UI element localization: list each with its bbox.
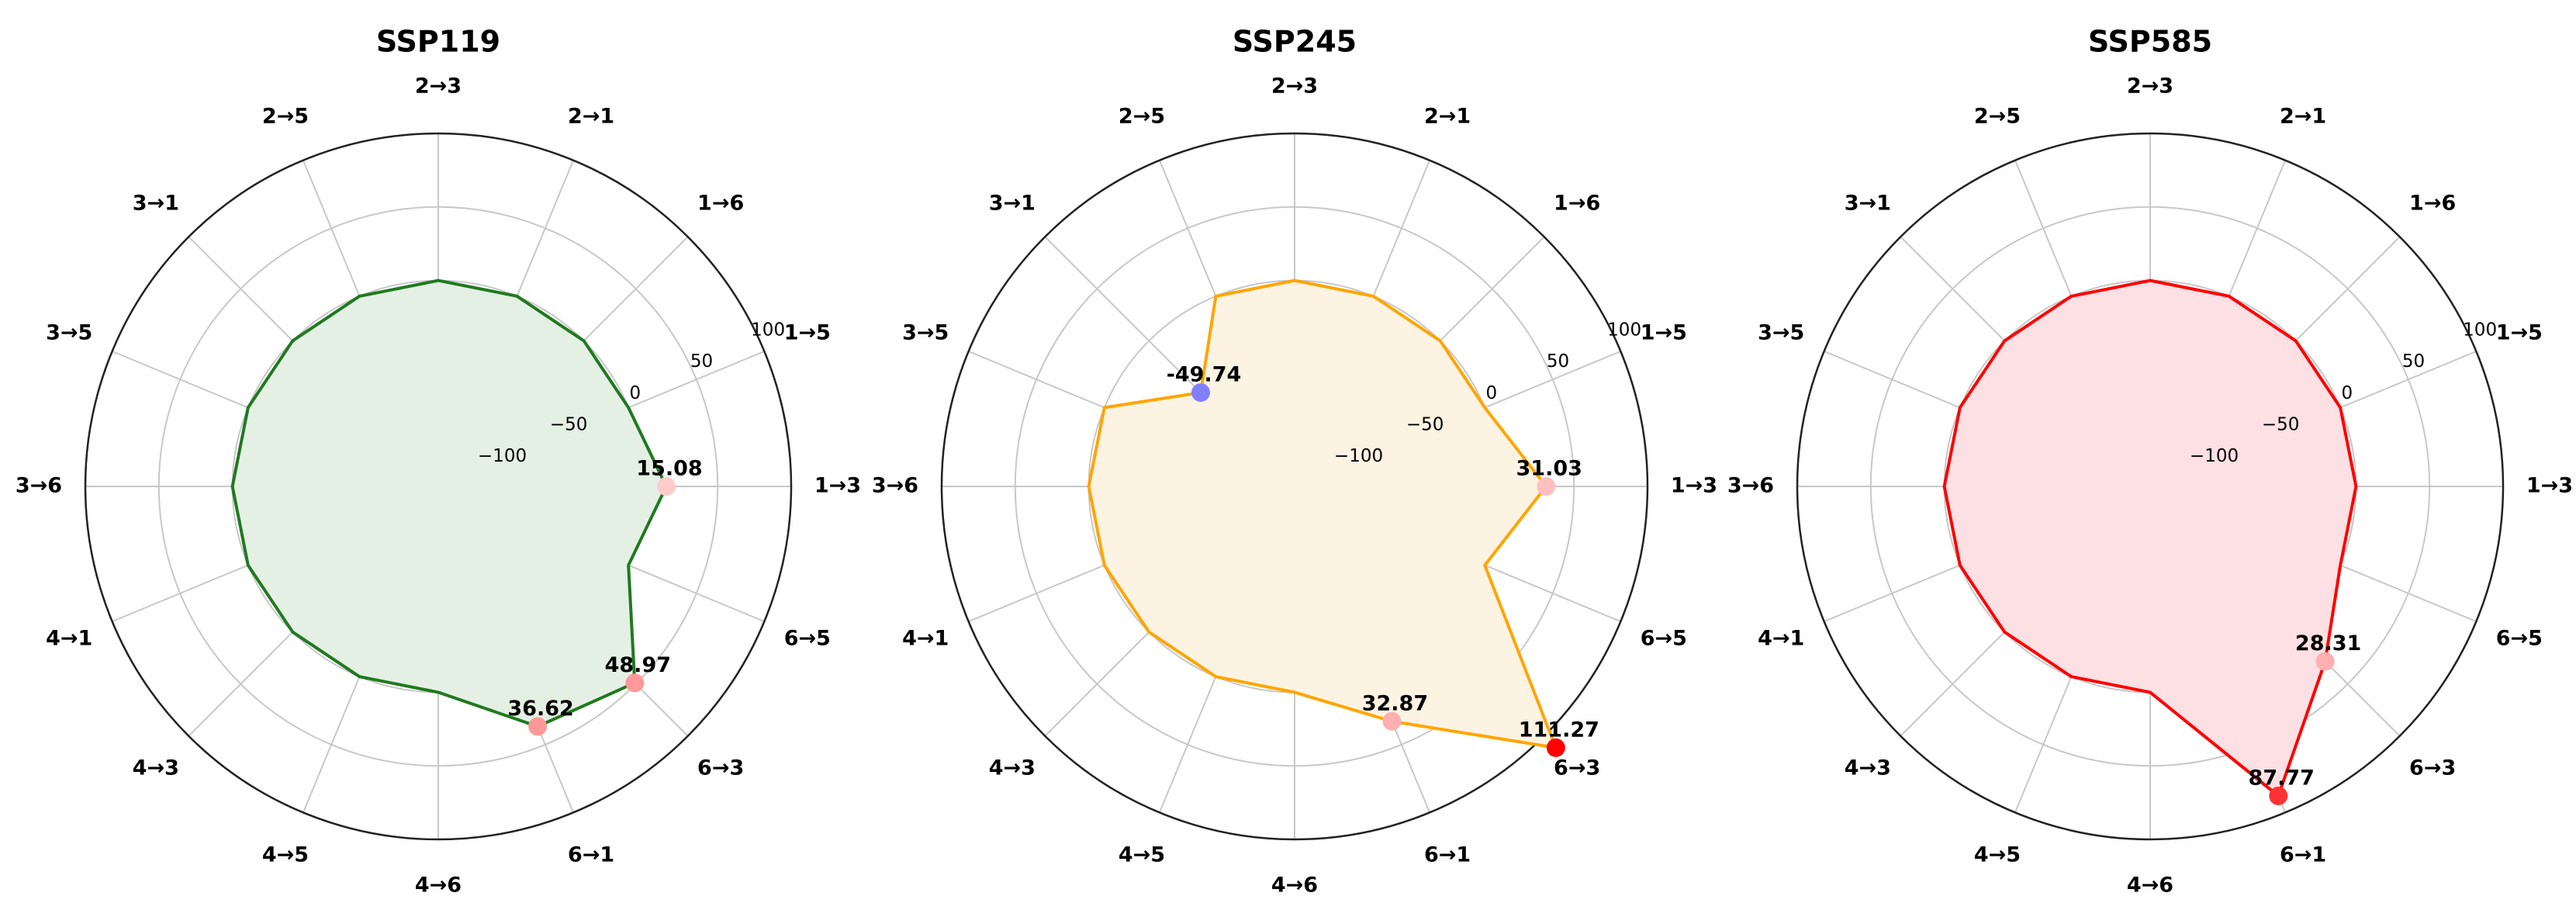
highlight-marker bbox=[528, 717, 548, 736]
series-line bbox=[1942, 279, 2358, 798]
category-label: 1→5 bbox=[1641, 320, 1687, 344]
data-label: 32.87 bbox=[1362, 691, 1428, 715]
radial-tick-label: −100 bbox=[2190, 446, 2239, 466]
category-label: 4→6 bbox=[415, 874, 462, 898]
category-label: 3→6 bbox=[1727, 474, 1774, 498]
polar-frame bbox=[940, 132, 1649, 841]
category-label: 3→5 bbox=[902, 320, 949, 344]
radial-tick-label: −100 bbox=[478, 446, 527, 466]
radial-tick-label: −50 bbox=[2262, 414, 2300, 434]
category-label: 4→3 bbox=[989, 756, 1036, 780]
category-label: 4→1 bbox=[902, 627, 949, 651]
radar-panel-1: SSP245 −100 −50 0 50 100 1→3 1→5 1→6 2→1 2→3 2→5 3→1… bbox=[872, 25, 1717, 898]
chart-title: SSP119 bbox=[376, 25, 500, 59]
series-line bbox=[230, 279, 668, 728]
highlight-marker bbox=[1546, 738, 1565, 757]
category-label: 1→3 bbox=[1671, 474, 1717, 498]
category-label: 1→5 bbox=[784, 320, 831, 344]
category-label: 4→6 bbox=[2127, 874, 2173, 898]
highlight-marker bbox=[2269, 786, 2288, 805]
data-label: 36.62 bbox=[507, 697, 573, 721]
category-label: 4→5 bbox=[1119, 843, 1165, 867]
radial-tick-label: 50 bbox=[1547, 351, 1569, 372]
category-label: 2→1 bbox=[1424, 105, 1471, 129]
radial-tick-label: 100 bbox=[1607, 320, 1641, 341]
polar-frame bbox=[84, 132, 793, 841]
category-label: 6→1 bbox=[1424, 843, 1471, 867]
data-label: 31.03 bbox=[1516, 457, 1582, 481]
category-label: 1→3 bbox=[2526, 474, 2573, 498]
category-label: 3→1 bbox=[1845, 191, 1891, 215]
radar-panel-0: SSP119 −100 −50 0 50 100 1→3 1→5 1→6 2→1 2→3 2→5 3→1… bbox=[16, 25, 861, 898]
category-label: 4→3 bbox=[1845, 756, 1891, 780]
series-area bbox=[232, 280, 667, 727]
category-label: 4→5 bbox=[1974, 843, 2021, 867]
category-label: 3→6 bbox=[872, 474, 918, 498]
highlight-marker bbox=[2315, 652, 2335, 671]
chart-title: SSP245 bbox=[1233, 25, 1357, 59]
radial-tick-label: 50 bbox=[2402, 351, 2425, 372]
radial-tick-label: 0 bbox=[1486, 383, 1498, 403]
category-label: 2→1 bbox=[2280, 105, 2326, 129]
data-label: 15.08 bbox=[636, 457, 702, 481]
category-label: 2→3 bbox=[2127, 74, 2173, 99]
category-label: 4→1 bbox=[46, 627, 92, 651]
category-label: 2→5 bbox=[262, 105, 309, 129]
highlight-marker bbox=[1191, 383, 1211, 403]
category-label: 1→6 bbox=[2409, 191, 2456, 215]
category-label: 1→3 bbox=[814, 474, 861, 498]
highlight-marker bbox=[625, 673, 645, 693]
highlight-marker bbox=[1537, 477, 1556, 496]
category-label: 6→3 bbox=[697, 756, 744, 780]
category-label: 2→5 bbox=[1119, 105, 1165, 129]
radial-tick-label: −50 bbox=[1406, 414, 1444, 434]
radial-tick-label: −50 bbox=[550, 414, 588, 434]
category-label: 3→1 bbox=[989, 191, 1036, 215]
category-label: 4→1 bbox=[1758, 627, 1804, 651]
series-line bbox=[1087, 279, 1558, 749]
radial-tick-label: 50 bbox=[690, 351, 713, 372]
category-label: 4→3 bbox=[133, 756, 179, 780]
category-label: 3→6 bbox=[16, 474, 62, 498]
category-label: 1→6 bbox=[1554, 191, 1600, 215]
highlight-marker bbox=[1382, 711, 1402, 731]
category-label: 2→5 bbox=[1974, 105, 2021, 129]
data-label: 28.31 bbox=[2295, 631, 2361, 656]
polar-frame bbox=[1796, 132, 2505, 841]
data-label: -49.74 bbox=[1167, 363, 1242, 387]
radial-tick-label: 100 bbox=[2463, 320, 2497, 341]
data-label: 48.97 bbox=[605, 653, 671, 677]
category-label: 6→3 bbox=[2409, 756, 2456, 780]
category-label: 2→3 bbox=[415, 74, 462, 99]
data-label: 87.77 bbox=[2249, 766, 2315, 790]
data-label: 111.27 bbox=[1519, 718, 1599, 742]
highlight-marker bbox=[657, 477, 676, 496]
category-label: 6→1 bbox=[568, 843, 614, 867]
radial-tick-label: 0 bbox=[2342, 383, 2353, 403]
category-label: 6→5 bbox=[1641, 627, 1687, 651]
category-label: 4→5 bbox=[262, 843, 309, 867]
radial-tick-label: 0 bbox=[630, 383, 641, 403]
radial-tick-label: −100 bbox=[1334, 446, 1383, 466]
radar-panel-2: SSP585 −100 −50 0 50 100 1→3 1→5 1→6 2→1 2→3 2→5 3→1… bbox=[1727, 25, 2573, 898]
radial-tick-label: 100 bbox=[751, 320, 785, 341]
category-label: 4→6 bbox=[1271, 874, 1318, 898]
series-area bbox=[1944, 280, 2356, 796]
category-label: 6→1 bbox=[2280, 843, 2326, 867]
category-label: 3→1 bbox=[133, 191, 179, 215]
category-label: 6→3 bbox=[1554, 756, 1600, 780]
category-label: 1→5 bbox=[2496, 320, 2543, 344]
category-label: 2→1 bbox=[568, 105, 614, 129]
category-label: 3→5 bbox=[1758, 320, 1804, 344]
category-label: 6→5 bbox=[2496, 627, 2543, 651]
chart-title: SSP585 bbox=[2088, 25, 2212, 59]
category-label: 1→6 bbox=[697, 191, 744, 215]
category-label: 2→3 bbox=[1271, 74, 1318, 99]
category-label: 6→5 bbox=[784, 627, 831, 651]
category-label: 3→5 bbox=[46, 320, 92, 344]
